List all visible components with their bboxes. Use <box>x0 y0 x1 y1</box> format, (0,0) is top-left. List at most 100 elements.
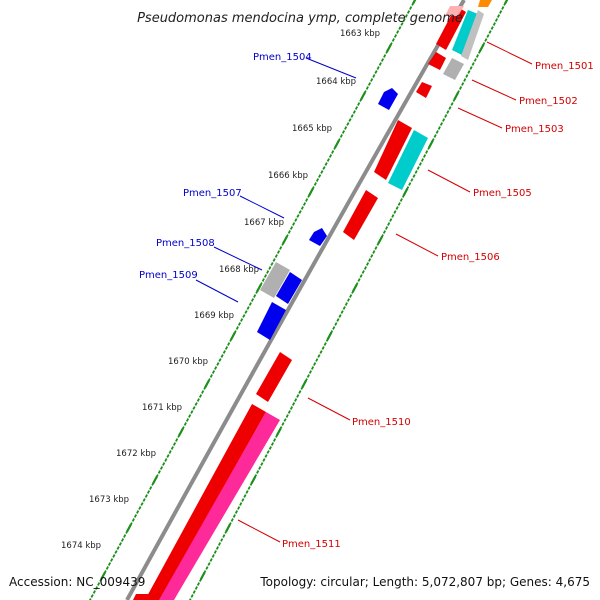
minor-tick-mark <box>439 122 443 126</box>
minor-tick-mark <box>418 162 422 166</box>
gene-label-pmen-1505[interactable]: Pmen_1505 <box>473 188 532 199</box>
minor-tick-mark <box>246 306 250 310</box>
major-tick-mark <box>204 379 210 389</box>
gene-label-pmen-1504[interactable]: Pmen_1504 <box>253 52 312 63</box>
major-tick-mark <box>308 187 314 197</box>
leader-line <box>395 233 439 257</box>
minor-tick-mark <box>486 34 490 38</box>
minor-tick-mark <box>273 438 277 442</box>
minor-tick-mark <box>406 10 411 14</box>
minor-tick-mark <box>325 338 329 342</box>
gene-label-pmen-1503[interactable]: Pmen_1503 <box>505 124 564 135</box>
leader-line <box>307 397 351 421</box>
gene-label-pmen-1511[interactable]: Pmen_1511 <box>282 539 341 550</box>
minor-tick-mark <box>247 486 251 490</box>
minor-tick-mark <box>383 54 387 58</box>
minor-tick-mark <box>294 218 298 222</box>
leader-line <box>213 246 263 271</box>
minor-tick-mark <box>416 166 420 170</box>
minor-tick-mark <box>283 418 287 422</box>
minor-tick-mark <box>260 462 264 466</box>
minor-tick-mark <box>313 182 317 186</box>
gene-label-pmen-1502[interactable]: Pmen_1502 <box>519 96 578 107</box>
minor-tick-mark <box>142 498 146 502</box>
minor-tick-mark <box>385 50 389 54</box>
minor-tick-mark <box>276 250 281 254</box>
minor-tick-mark <box>307 194 311 198</box>
minor-tick-mark <box>234 510 238 514</box>
minor-tick-mark <box>420 158 424 162</box>
minor-tick-mark <box>125 530 129 534</box>
minor-tick-mark <box>261 278 265 282</box>
minor-tick-mark <box>396 30 400 34</box>
minor-tick-mark <box>461 82 465 86</box>
major-tick-mark <box>453 91 460 101</box>
gene-label-pmen-1510[interactable]: Pmen_1510 <box>352 417 411 428</box>
minor-tick-mark <box>339 134 343 138</box>
minor-tick-mark <box>333 146 337 150</box>
minor-tick-mark <box>435 130 439 134</box>
minor-tick-mark <box>322 166 326 170</box>
minor-tick-mark <box>324 162 328 166</box>
minor-tick-mark <box>298 390 302 394</box>
minor-tick-mark <box>258 466 262 470</box>
minor-tick-mark <box>164 458 168 462</box>
minor-tick-mark <box>292 222 296 226</box>
major-tick-mark <box>126 523 132 533</box>
gene-feature-blue-lower <box>257 302 286 340</box>
kbp-label: 1672 kbp <box>116 449 156 459</box>
minor-tick-mark <box>427 146 431 150</box>
minor-tick-mark <box>397 202 401 206</box>
gene-label-pmen-1506[interactable]: Pmen_1506 <box>441 252 500 263</box>
minor-tick-mark <box>268 266 272 270</box>
accession-text: Accession: NC_009439 <box>9 575 145 589</box>
minor-tick-mark <box>146 490 151 494</box>
right-gene-labels: Pmen_1501 Pmen_1502 Pmen_1503 Pmen_1505 … <box>237 41 594 550</box>
gene-label-pmen-1509[interactable]: Pmen_1509 <box>139 270 198 281</box>
minor-tick-mark <box>488 30 492 34</box>
minor-tick-mark <box>166 454 170 458</box>
minor-tick-mark <box>331 150 335 154</box>
minor-tick-mark <box>138 506 142 510</box>
major-tick-mark <box>478 43 485 53</box>
minor-tick-mark <box>172 442 177 446</box>
minor-tick-mark <box>497 14 501 18</box>
minor-tick-mark <box>503 2 507 6</box>
gene-feature-pmen-1504 <box>378 88 398 110</box>
minor-tick-mark <box>393 34 398 38</box>
gene-feature-pmen-1506 <box>343 190 378 240</box>
minor-tick-mark <box>192 590 196 594</box>
minor-tick-mark <box>120 538 125 542</box>
minor-tick-mark <box>229 338 233 342</box>
minor-tick-mark <box>203 386 207 390</box>
gene-feature-pmen-1502 <box>428 52 446 70</box>
genome-backbone <box>125 0 466 600</box>
minor-tick-mark <box>315 178 320 182</box>
minor-tick-mark <box>425 150 429 154</box>
major-tick-mark <box>275 427 282 437</box>
minor-tick-mark <box>399 198 403 202</box>
minor-tick-mark <box>499 10 503 14</box>
minor-tick-mark <box>270 442 274 446</box>
minor-tick-mark <box>241 498 245 502</box>
gene-feature-pmen-1510 <box>256 352 292 402</box>
major-tick-mark <box>250 475 257 485</box>
minor-tick-mark <box>207 562 211 566</box>
minor-tick-mark <box>198 394 203 398</box>
minor-tick-mark <box>136 510 140 514</box>
minor-tick-mark <box>114 550 118 554</box>
minor-tick-mark <box>376 66 380 70</box>
minor-tick-mark <box>393 210 397 214</box>
minor-tick-mark <box>344 126 348 130</box>
gene-label-pmen-1501[interactable]: Pmen_1501 <box>535 61 594 72</box>
minor-tick-mark <box>248 302 252 306</box>
gene-label-pmen-1507[interactable]: Pmen_1507 <box>183 188 242 199</box>
major-tick-mark <box>360 91 366 101</box>
major-tick-mark <box>326 331 333 341</box>
gene-feature-pmen-1505-rna <box>388 130 428 190</box>
minor-tick-mark <box>196 582 200 586</box>
gene-label-pmen-1508[interactable]: Pmen_1508 <box>156 238 215 249</box>
minor-tick-mark <box>320 170 324 174</box>
minor-tick-mark <box>133 514 138 518</box>
minor-tick-mark <box>359 98 363 102</box>
